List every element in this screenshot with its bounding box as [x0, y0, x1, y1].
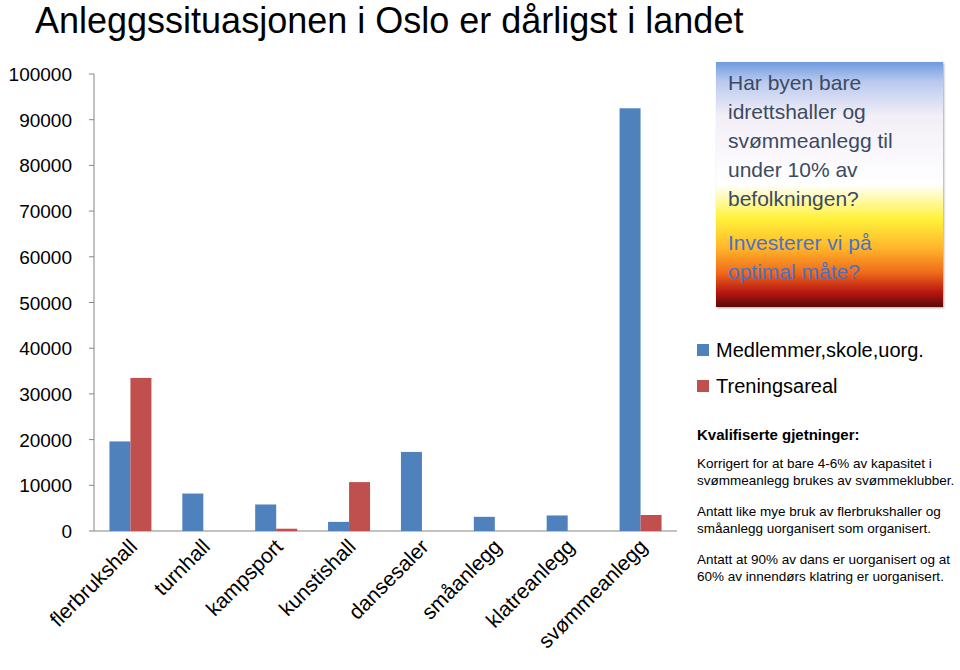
- y-tick-label: 10000: [19, 475, 72, 496]
- y-tick-label: 0: [61, 521, 72, 542]
- bar: [255, 504, 276, 531]
- y-tick-label: 20000: [19, 430, 72, 451]
- y-tick: [89, 348, 94, 349]
- y-tick: [89, 74, 94, 75]
- bar: [109, 441, 130, 531]
- bar: [620, 108, 641, 531]
- bar: [349, 482, 370, 531]
- y-tick: [89, 165, 94, 166]
- y-tick: [89, 302, 94, 303]
- x-tick-label: kampsport: [201, 534, 287, 620]
- y-tick-label: 50000: [19, 293, 72, 314]
- legend-swatch: [697, 380, 709, 392]
- y-tick-label: 90000: [19, 110, 72, 131]
- notes: Kvalifiserte gjetninger: Korrigert for at…: [697, 426, 959, 599]
- y-tick-label: 40000: [19, 338, 72, 359]
- y-tick: [89, 211, 94, 212]
- callout-text: Investerer vi på optimal måte?: [728, 228, 933, 286]
- bar: [547, 515, 568, 531]
- y-tick: [89, 256, 94, 257]
- bar: [276, 529, 297, 531]
- legend-swatch: [697, 344, 709, 356]
- bar: [328, 522, 349, 531]
- bar: [474, 517, 495, 531]
- page: {"chart_data": { "type": "bar", "title":…: [0, 0, 960, 670]
- callout: Har byen bare idrettshaller og svømmeanl…: [716, 62, 943, 307]
- notes-title: Kvalifiserte gjetninger:: [697, 426, 959, 443]
- y-tick-label: 100000: [9, 64, 72, 85]
- bars: [109, 108, 661, 531]
- y-tick-label: 30000: [19, 384, 72, 405]
- x-tick-label: turnhall: [149, 535, 214, 600]
- x-axis: [94, 531, 677, 532]
- y-tick: [89, 119, 94, 120]
- y-tick: [89, 531, 94, 532]
- title: Anleggssituasjonen i Oslo er dårligst i …: [35, 0, 743, 41]
- note: Korrigert for at bare 4-6% av kapasitet …: [697, 455, 959, 489]
- callout-text: Har byen bare idrettshaller og svømmeanl…: [728, 68, 933, 213]
- legend-label: Treningsareal: [716, 375, 838, 397]
- y-tick-label: 80000: [19, 155, 72, 176]
- y-tick: [89, 393, 94, 394]
- y-tick-label: 70000: [19, 201, 72, 222]
- note: Antatt like mye bruk av flerbrukshaller …: [697, 503, 959, 537]
- bar: [130, 378, 151, 531]
- bar: [641, 515, 662, 531]
- note: Antatt at 90% av dans er uorganisert og …: [697, 551, 959, 585]
- y-tick: [89, 439, 94, 440]
- bar: [182, 494, 203, 531]
- x-tick-label: svømmeanlegg: [534, 535, 652, 653]
- x-tick-label: flerbrukshall: [45, 535, 141, 631]
- y-tick: [89, 485, 94, 486]
- bar: [401, 452, 422, 531]
- legend-label: Medlemmer,skole,uorg.: [716, 339, 924, 361]
- y-tick-label: 60000: [19, 247, 72, 268]
